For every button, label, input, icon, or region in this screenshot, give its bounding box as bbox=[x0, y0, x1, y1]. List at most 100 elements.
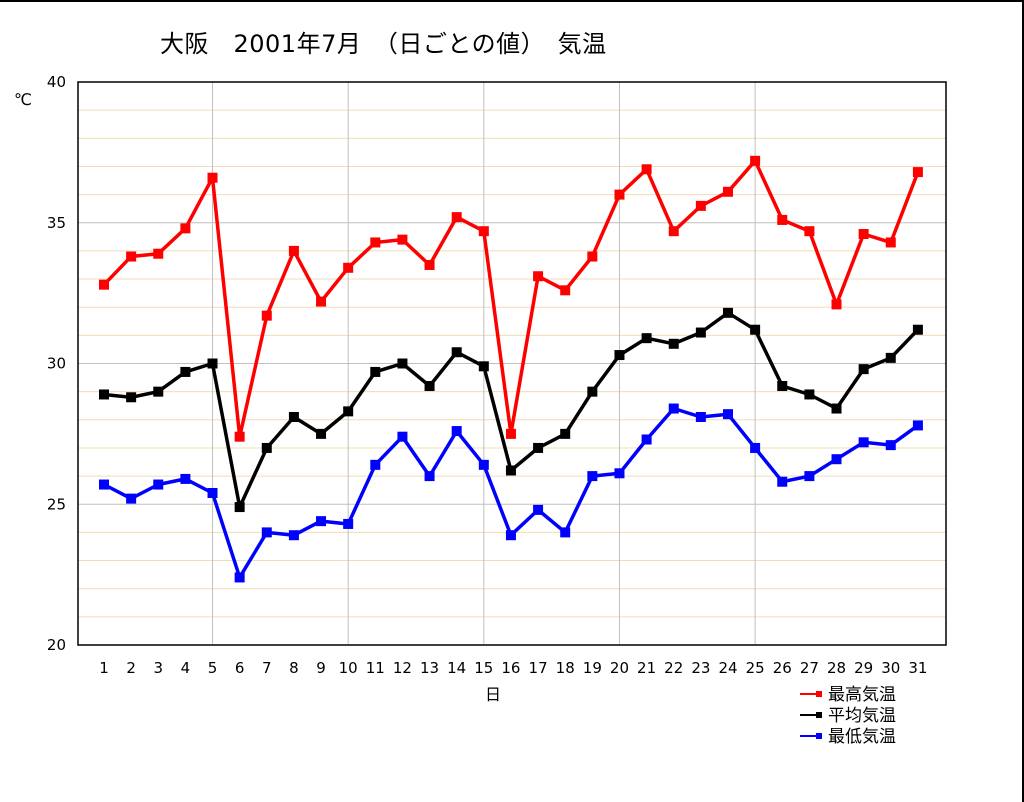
data-point-marker bbox=[587, 251, 598, 262]
data-point-marker bbox=[750, 442, 761, 453]
data-point-marker bbox=[370, 237, 381, 248]
data-point-marker bbox=[505, 428, 516, 439]
data-point-marker bbox=[343, 406, 354, 417]
data-point-marker bbox=[912, 420, 923, 431]
data-point-marker bbox=[99, 389, 109, 400]
frame-border-right bbox=[1022, 0, 1024, 802]
data-point-marker bbox=[126, 493, 137, 504]
data-point-marker bbox=[804, 226, 815, 237]
x-tick-label: 21 bbox=[637, 659, 656, 677]
x-tick-label: 28 bbox=[827, 659, 846, 677]
data-point-marker bbox=[343, 262, 354, 273]
x-tick-label: 31 bbox=[908, 659, 927, 677]
data-point-marker bbox=[478, 361, 489, 372]
x-tick-label: 18 bbox=[556, 659, 575, 677]
plot-area-frame bbox=[77, 81, 947, 646]
x-tick-label: 5 bbox=[208, 659, 218, 677]
data-point-marker bbox=[505, 465, 516, 476]
data-point-marker bbox=[533, 504, 544, 515]
y-axis-unit-label: ℃ bbox=[14, 90, 32, 109]
data-point-marker bbox=[316, 428, 327, 439]
data-point-marker bbox=[885, 440, 896, 451]
data-point-marker bbox=[207, 487, 218, 498]
data-point-marker bbox=[180, 223, 191, 234]
data-point-marker bbox=[614, 350, 625, 361]
data-point-marker bbox=[831, 454, 842, 465]
data-point-marker bbox=[234, 572, 245, 583]
data-point-marker bbox=[641, 164, 652, 175]
data-point-marker bbox=[587, 471, 598, 482]
data-point-marker bbox=[451, 347, 462, 358]
legend-label: 最高気温 bbox=[828, 685, 896, 705]
legend-item: 最低気温 bbox=[800, 727, 896, 747]
x-tick-label: 22 bbox=[664, 659, 683, 677]
data-point-marker bbox=[451, 426, 462, 437]
y-tick-labels: 20 25 30 35 40 bbox=[47, 73, 66, 654]
data-point-marker bbox=[397, 431, 408, 442]
x-tick-label: 13 bbox=[420, 659, 439, 677]
data-point-marker bbox=[858, 364, 869, 375]
legend-item: 平均気温 bbox=[800, 706, 896, 726]
data-point-marker bbox=[560, 285, 571, 296]
data-point-marker bbox=[912, 324, 923, 335]
chart-title: 大阪 2001年7月 （日ごとの値） 気温 bbox=[160, 30, 607, 58]
data-point-marker bbox=[288, 411, 299, 422]
x-tick-label: 2 bbox=[126, 659, 136, 677]
data-point-marker bbox=[777, 476, 788, 487]
data-point-marker bbox=[153, 479, 164, 490]
x-axis-label: 日 bbox=[485, 685, 501, 704]
x-tick-label: 23 bbox=[691, 659, 710, 677]
data-point-marker bbox=[180, 473, 191, 484]
x-tick-labels: 1 2 3 4 5 6 7 8 9 10 11 12 13 14 15 16 17 18 19 20 21 22 23 24 2… bbox=[99, 659, 927, 677]
data-point-marker bbox=[397, 234, 408, 245]
data-point-marker bbox=[560, 428, 571, 439]
plot-border bbox=[77, 81, 947, 646]
data-point-marker bbox=[505, 530, 516, 541]
x-tick-label: 24 bbox=[718, 659, 737, 677]
x-tick-label: 17 bbox=[529, 659, 548, 677]
y-tick-label: 40 bbox=[47, 73, 66, 91]
data-point-marker bbox=[858, 437, 869, 448]
legend-label: 平均気温 bbox=[828, 706, 896, 726]
data-point-marker bbox=[831, 403, 842, 414]
data-point-marker bbox=[722, 307, 733, 318]
y-tick-label: 25 bbox=[47, 495, 66, 513]
x-tick-label: 8 bbox=[289, 659, 299, 677]
data-point-marker bbox=[614, 189, 625, 200]
data-point-marker bbox=[858, 229, 869, 240]
data-point-marker bbox=[207, 172, 218, 183]
data-point-marker bbox=[261, 310, 272, 321]
y-tick-label: 30 bbox=[47, 355, 66, 373]
data-point-marker bbox=[668, 226, 679, 237]
y-tick-label: 35 bbox=[47, 214, 66, 232]
legend-swatch-marker bbox=[816, 733, 822, 739]
data-point-marker bbox=[451, 212, 462, 223]
data-point-marker bbox=[750, 324, 761, 335]
data-point-marker bbox=[126, 392, 137, 403]
legend-swatch-marker bbox=[816, 691, 822, 697]
x-tick-label: 14 bbox=[447, 659, 466, 677]
data-point-marker bbox=[777, 214, 788, 225]
data-point-marker bbox=[885, 237, 896, 248]
series-line bbox=[102, 159, 920, 439]
data-point-marker bbox=[424, 259, 435, 270]
x-tick-label: 3 bbox=[153, 659, 163, 677]
data-point-marker bbox=[343, 518, 354, 529]
data-point-marker bbox=[153, 248, 164, 259]
data-point-marker bbox=[533, 442, 544, 453]
series-2 bbox=[99, 307, 923, 513]
data-point-marker bbox=[695, 411, 706, 422]
x-tick-label: 29 bbox=[854, 659, 873, 677]
data-point-marker bbox=[777, 381, 788, 392]
data-point-marker bbox=[478, 459, 489, 470]
data-point-marker bbox=[560, 527, 571, 538]
x-tick-label: 7 bbox=[262, 659, 272, 677]
data-point-marker bbox=[261, 527, 272, 538]
data-point-marker bbox=[207, 358, 218, 369]
data-point-marker bbox=[885, 352, 896, 363]
x-tick-label: 4 bbox=[181, 659, 191, 677]
data-point-marker bbox=[641, 333, 652, 344]
data-point-marker bbox=[804, 471, 815, 482]
data-point-marker bbox=[316, 296, 327, 307]
